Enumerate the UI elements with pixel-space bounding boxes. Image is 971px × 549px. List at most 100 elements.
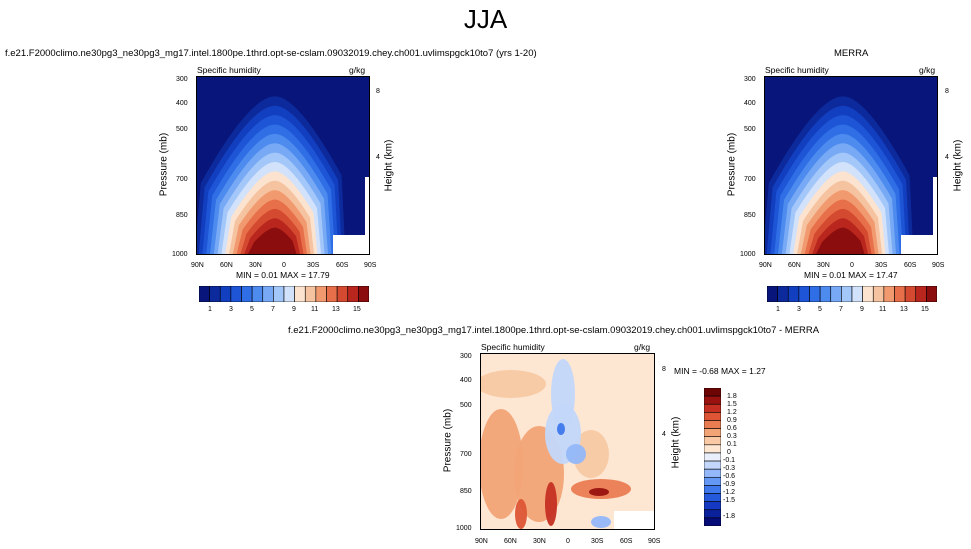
p1-cb-swatch-6 bbox=[262, 286, 274, 302]
p1-missing-region bbox=[333, 235, 369, 254]
p2-cb-swatch-4 bbox=[809, 286, 821, 302]
p3-xtick-90n: 90N bbox=[475, 538, 488, 545]
panel-model-case-title: f.e21.F2000climo.ne30pg3_ne30pg3_mg17.in… bbox=[5, 48, 537, 59]
p1-cb-swatch-13 bbox=[336, 286, 349, 302]
p1-xtick-0: 0 bbox=[282, 262, 286, 269]
p2-xtick-30n: 30N bbox=[817, 262, 830, 269]
p2-cb-label-13: 13 bbox=[900, 306, 908, 313]
p1-rtick-4: 4 bbox=[376, 154, 380, 161]
p3-cb-label-0.6: 0.6 bbox=[727, 425, 737, 432]
p3-cb-label-neg1.2: -1.2 bbox=[723, 489, 736, 496]
p3-anomaly-11 bbox=[566, 444, 586, 464]
p2-cb-swatch-1 bbox=[777, 286, 789, 302]
panel-diff-plot bbox=[480, 353, 655, 530]
panel-model-units: g/kg bbox=[349, 65, 366, 75]
p3-cb-swatch-0 bbox=[704, 388, 721, 397]
panel-obs-heatmap bbox=[765, 77, 937, 254]
p3-cb-swatch-14 bbox=[704, 501, 721, 511]
p1-cb-swatch-3 bbox=[230, 286, 242, 302]
p1-cb-swatch-12 bbox=[326, 286, 338, 302]
p1-cb-label-11: 11 bbox=[311, 306, 319, 313]
p3-cb-swatch-3 bbox=[704, 412, 721, 421]
p2-cb-swatch-13 bbox=[904, 286, 917, 302]
panel-diff-case-title: f.e21.F2000climo.ne30pg3_ne30pg3_mg17.in… bbox=[288, 325, 820, 336]
p2-xtick-30s: 30S bbox=[875, 262, 888, 269]
p3-ytick-500: 500 bbox=[460, 402, 472, 409]
p2-cb-swatch-5 bbox=[819, 286, 832, 302]
p2-cb-swatch-2 bbox=[787, 286, 800, 302]
p3-xtick-30n: 30N bbox=[533, 538, 546, 545]
p3-ytick-850: 850 bbox=[460, 488, 472, 495]
panel-obs-units: g/kg bbox=[919, 65, 936, 75]
p3-cb-label-neg0.1: -0.1 bbox=[723, 457, 736, 464]
p2-ylabel: Pressure (mb) bbox=[726, 132, 738, 197]
p1-stats: MIN = 0.01 MAX = 17.79 bbox=[236, 270, 330, 280]
p2-cb-swatch-0 bbox=[767, 286, 778, 302]
panel-obs-field-label: Specific humidity bbox=[765, 65, 829, 75]
p1-rlabel: Height (km) bbox=[383, 139, 395, 192]
p1-colorbar bbox=[199, 286, 369, 302]
p2-missing-edge bbox=[933, 177, 937, 254]
p1-xtick-90n: 90N bbox=[191, 262, 204, 269]
p2-ytick-1000: 1000 bbox=[740, 251, 756, 258]
p1-ytick-1000: 1000 bbox=[172, 251, 188, 258]
p2-cb-label-1: 1 bbox=[776, 306, 780, 313]
p3-cb-swatch-9 bbox=[704, 460, 721, 470]
panel-diff-heatmap bbox=[481, 354, 654, 529]
p3-anomaly-1 bbox=[481, 370, 546, 398]
p3-anomaly-4 bbox=[515, 499, 527, 529]
p3-anomaly-7 bbox=[573, 430, 609, 478]
p2-rtick-4: 4 bbox=[945, 154, 949, 161]
p1-cb-swatch-1 bbox=[209, 286, 221, 302]
p1-xtick-60s: 60S bbox=[336, 262, 349, 269]
p2-ytick-300: 300 bbox=[744, 76, 756, 83]
p1-cb-label-5: 5 bbox=[250, 306, 254, 313]
p3-cb-swatch-6 bbox=[704, 436, 721, 446]
p2-cb-label-7: 7 bbox=[839, 306, 843, 313]
p3-cb-swatch-4 bbox=[704, 420, 721, 429]
p3-xtick-0: 0 bbox=[566, 538, 570, 545]
page-title: JJA bbox=[463, 4, 508, 34]
p1-ylabel: Pressure (mb) bbox=[158, 132, 170, 197]
p3-rtick-4: 4 bbox=[662, 431, 666, 438]
p3-cb-swatch-7 bbox=[704, 444, 721, 454]
p2-cb-swatch-10 bbox=[872, 286, 885, 302]
p2-colorbar bbox=[767, 286, 937, 302]
p3-cb-label-1.5: 1.5 bbox=[727, 401, 737, 408]
p2-cb-label-15: 15 bbox=[921, 306, 929, 313]
p1-cb-swatch-0 bbox=[199, 286, 210, 302]
p1-cb-label-7: 7 bbox=[271, 306, 275, 313]
p3-xtick-30s: 30S bbox=[591, 538, 604, 545]
panel-model-plot bbox=[196, 76, 370, 255]
p3-cb-label-0.1: 0.1 bbox=[727, 441, 737, 448]
p2-ytick-700: 700 bbox=[744, 176, 756, 183]
p3-missing-region bbox=[614, 511, 654, 529]
p3-cb-label-0.3: 0.3 bbox=[727, 433, 737, 440]
p2-cb-swatch-9 bbox=[862, 286, 874, 302]
p3-cb-swatch-12 bbox=[704, 485, 721, 494]
p2-xtick-0: 0 bbox=[850, 262, 854, 269]
p1-cb-swatch-7 bbox=[273, 286, 285, 302]
p3-ytick-700: 700 bbox=[460, 451, 472, 458]
p3-colorbar bbox=[704, 388, 721, 526]
p3-ytick-1000: 1000 bbox=[456, 525, 472, 532]
p1-xtick-90s: 90S bbox=[364, 262, 377, 269]
p2-xtick-60s: 60S bbox=[904, 262, 917, 269]
p1-xtick-30n: 30N bbox=[249, 262, 262, 269]
p1-cb-swatch-9 bbox=[294, 286, 306, 302]
p2-cb-swatch-7 bbox=[841, 286, 853, 302]
p3-cb-label-neg1.8: -1.8 bbox=[723, 513, 736, 520]
p1-cb-label-3: 3 bbox=[229, 306, 233, 313]
p1-rtick-8: 8 bbox=[376, 88, 380, 95]
p3-cb-label-0: 0 bbox=[727, 449, 731, 456]
p2-missing-region bbox=[901, 235, 937, 254]
p3-anomaly-10 bbox=[557, 423, 565, 435]
p3-rlabel: Height (km) bbox=[670, 416, 682, 469]
p2-xtick-90s: 90S bbox=[932, 262, 945, 269]
p2-ytick-850: 850 bbox=[744, 212, 756, 219]
p3-cb-label-neg0.6: -0.6 bbox=[723, 473, 736, 480]
p3-ytick-300: 300 bbox=[460, 353, 472, 360]
p2-cb-label-5: 5 bbox=[818, 306, 822, 313]
p3-cb-label-neg1.5: -1.5 bbox=[723, 497, 736, 504]
p1-xtick-30s: 30S bbox=[307, 262, 320, 269]
